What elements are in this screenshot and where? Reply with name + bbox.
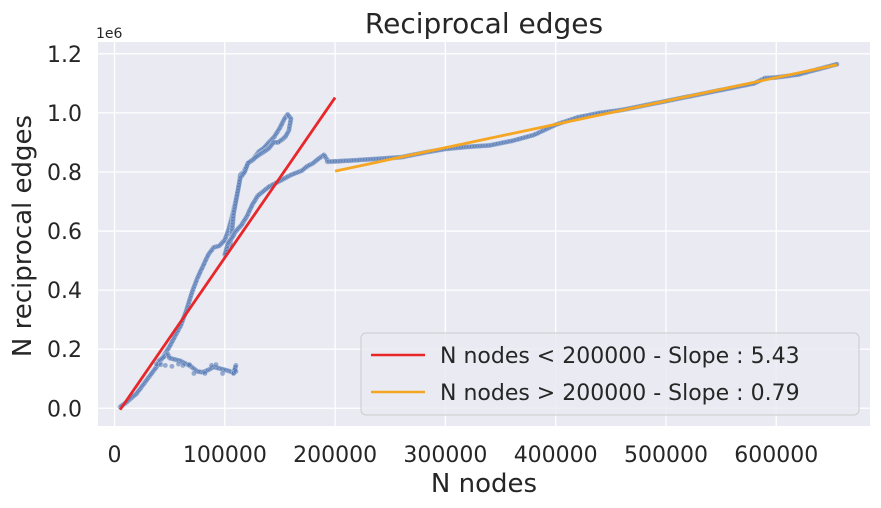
scatter-point [219, 370, 226, 377]
scatter-point [180, 362, 186, 369]
y-tick-label: 0.0 [47, 397, 82, 422]
legend: N nodes < 200000 - Slope : 5.43 N nodes … [360, 332, 860, 416]
y-tick-label: 0.6 [47, 220, 82, 245]
scatter-point [162, 362, 169, 369]
legend-label-high: N nodes > 200000 - Slope : 0.79 [440, 381, 800, 406]
x-tick-label: 0 [108, 443, 122, 468]
fit-lines [118, 63, 838, 411]
x-tick-labels: 0 100000 200000 300000 400000 500000 600000 [108, 443, 819, 468]
x-tick-label: 500000 [624, 443, 708, 468]
y-tick-label: 1.2 [47, 43, 82, 68]
fit-line-low [118, 96, 337, 411]
x-tick-label: 100000 [183, 443, 267, 468]
scatter-point [233, 368, 239, 375]
x-tick-label: 400000 [514, 443, 598, 468]
scatter-point [213, 361, 219, 368]
y-tick-label: 0.8 [47, 161, 82, 186]
fit-line-high [334, 63, 838, 173]
scatter-point [169, 363, 175, 370]
y-tick-label: 1.0 [47, 102, 82, 127]
y-tick-labels: 0.0 0.2 0.4 0.6 0.8 1.0 1.2 [47, 43, 82, 422]
x-tick-label: 200000 [293, 443, 377, 468]
scatter-point [186, 361, 193, 368]
x-axis-label: N nodes [431, 469, 537, 499]
scatter-point [191, 370, 197, 377]
scatter-point [202, 370, 208, 377]
chart-title: Reciprocal edges [365, 7, 603, 40]
legend-box [360, 332, 860, 416]
y-tick-label: 0.4 [47, 279, 82, 304]
x-tick-label: 600000 [734, 443, 818, 468]
grid [98, 42, 870, 426]
y-offset-label: 1e6 [96, 26, 123, 42]
y-axis-label: N reciprocal edges [8, 115, 38, 357]
legend-label-low: N nodes < 200000 - Slope : 5.43 [440, 344, 800, 369]
x-tick-label: 300000 [403, 443, 487, 468]
y-tick-label: 0.2 [47, 338, 82, 363]
